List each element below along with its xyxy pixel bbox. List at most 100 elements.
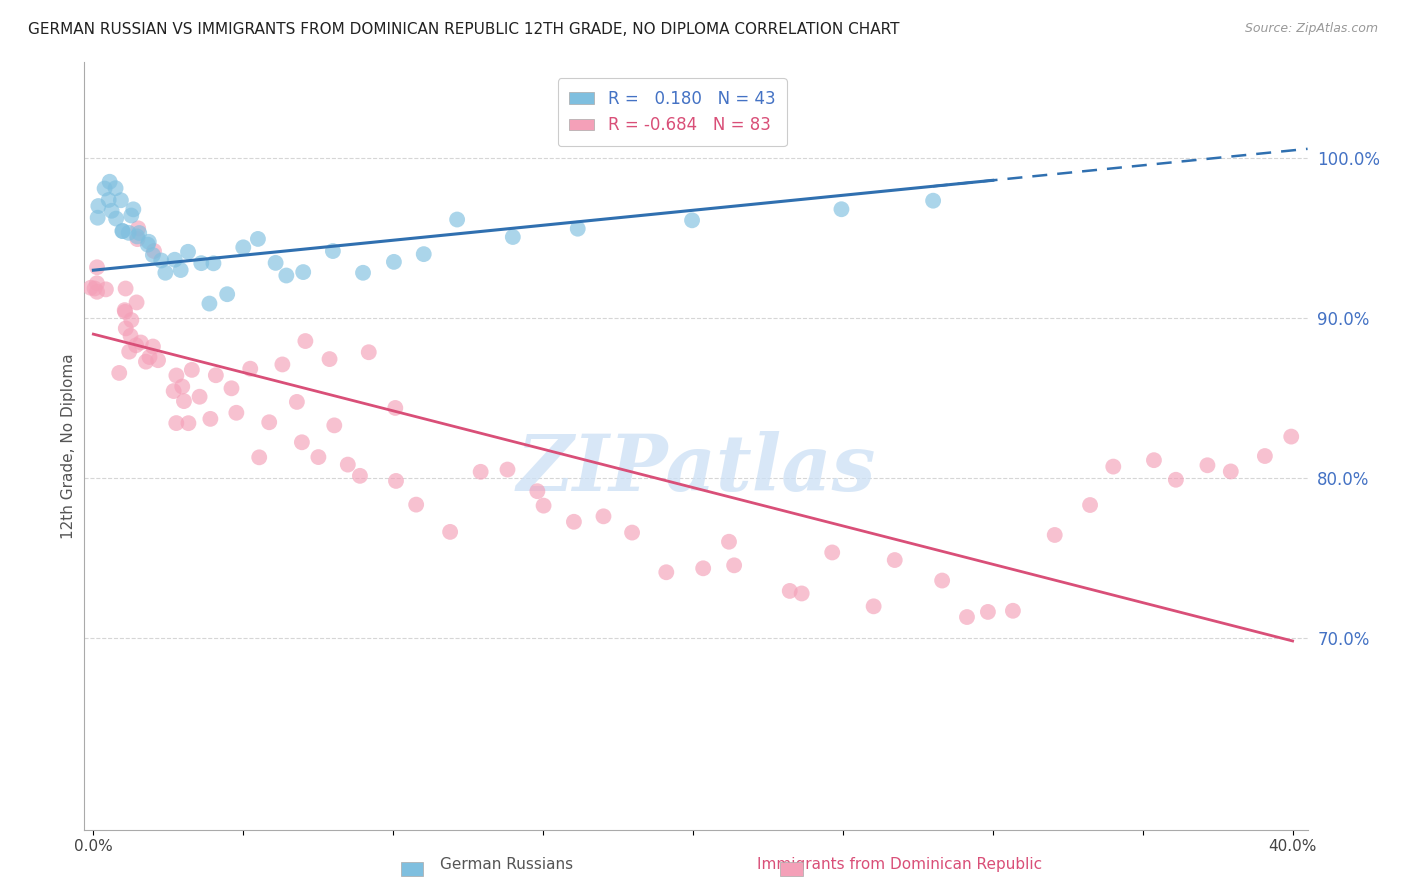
Point: [533, 499, 555, 513]
Point: [357, 345, 380, 359]
Point: [127, 229, 149, 244]
Point: [173, 394, 195, 409]
Point: [128, 226, 150, 240]
Point: [86, 260, 108, 275]
Point: [922, 194, 945, 208]
Point: [138, 235, 160, 249]
Text: GERMAN RUSSIAN VS IMMIGRANTS FROM DOMINICAN REPUBLIC 12TH GRADE, NO DIPLOMA CORR: GERMAN RUSSIAN VS IMMIGRANTS FROM DOMINI…: [28, 22, 900, 37]
Point: [170, 263, 193, 277]
Point: [83, 281, 105, 295]
Point: [412, 247, 434, 261]
Point: [120, 313, 142, 327]
Point: [446, 212, 468, 227]
Point: [567, 221, 589, 235]
Point: [830, 202, 852, 217]
Point: [122, 202, 145, 217]
Point: [198, 296, 221, 310]
Point: [142, 339, 165, 353]
Point: [655, 566, 678, 580]
Point: [125, 338, 148, 352]
Point: [104, 181, 127, 195]
Point: [862, 599, 884, 614]
Point: [138, 350, 160, 364]
Point: [292, 265, 315, 279]
Point: [1164, 473, 1187, 487]
Point: [98, 175, 121, 189]
Point: [221, 381, 243, 395]
Point: [205, 368, 228, 383]
Point: [382, 255, 405, 269]
Point: [717, 534, 740, 549]
Point: [723, 558, 745, 573]
Point: [385, 474, 408, 488]
Point: [146, 353, 169, 368]
Point: [526, 484, 548, 499]
Point: [1219, 465, 1241, 479]
Text: ZIPatlas: ZIPatlas: [516, 431, 876, 508]
Point: [405, 498, 427, 512]
Point: [125, 295, 148, 310]
Point: [779, 583, 801, 598]
Point: [165, 368, 187, 383]
Point: [114, 281, 136, 295]
Point: [118, 226, 141, 240]
Point: [592, 509, 614, 524]
Point: [1279, 429, 1302, 443]
Point: [1043, 528, 1066, 542]
Point: [977, 605, 1000, 619]
Point: [127, 221, 149, 235]
Point: [177, 416, 200, 430]
Point: [129, 335, 152, 350]
Point: [1001, 604, 1024, 618]
Point: [110, 193, 132, 207]
Point: [439, 524, 461, 539]
Point: [470, 465, 492, 479]
Point: [93, 181, 115, 195]
Point: [105, 211, 128, 226]
Point: [155, 266, 177, 280]
Point: [79, 281, 101, 295]
Point: [257, 415, 280, 429]
Point: [127, 232, 149, 246]
Point: [883, 553, 905, 567]
Point: [322, 244, 344, 258]
Point: [86, 285, 108, 299]
Point: [97, 193, 120, 207]
Point: [180, 363, 202, 377]
Point: [264, 256, 287, 270]
Text: Immigrants from Dominican Republic: Immigrants from Dominican Republic: [758, 857, 1042, 872]
Point: [190, 256, 212, 270]
Point: [120, 328, 142, 343]
Point: [87, 199, 110, 213]
Legend: R =   0.180   N = 43, R = -0.684   N = 83: R = 0.180 N = 43, R = -0.684 N = 83: [558, 78, 787, 146]
Point: [177, 244, 200, 259]
Point: [239, 361, 262, 376]
Point: [217, 287, 239, 301]
Point: [135, 354, 157, 368]
Y-axis label: 12th Grade, No Diploma: 12th Grade, No Diploma: [60, 353, 76, 539]
Point: [246, 232, 269, 246]
Point: [114, 321, 136, 335]
Point: [384, 401, 406, 415]
Point: [1197, 458, 1219, 473]
Point: [118, 344, 141, 359]
Point: [318, 352, 340, 367]
Point: [202, 256, 225, 270]
Point: [276, 268, 298, 283]
Point: [163, 384, 186, 398]
Point: [86, 211, 108, 225]
Point: [86, 277, 108, 291]
Point: [247, 450, 270, 465]
Text: Source: ZipAtlas.com: Source: ZipAtlas.com: [1244, 22, 1378, 36]
Point: [352, 266, 374, 280]
Point: [621, 525, 644, 540]
Point: [1078, 498, 1101, 512]
Point: [136, 237, 159, 252]
Point: [150, 253, 173, 268]
Point: [111, 224, 134, 238]
Point: [143, 244, 166, 258]
Point: [120, 209, 142, 223]
Point: [349, 468, 371, 483]
Point: [200, 412, 222, 426]
Point: [790, 586, 813, 600]
